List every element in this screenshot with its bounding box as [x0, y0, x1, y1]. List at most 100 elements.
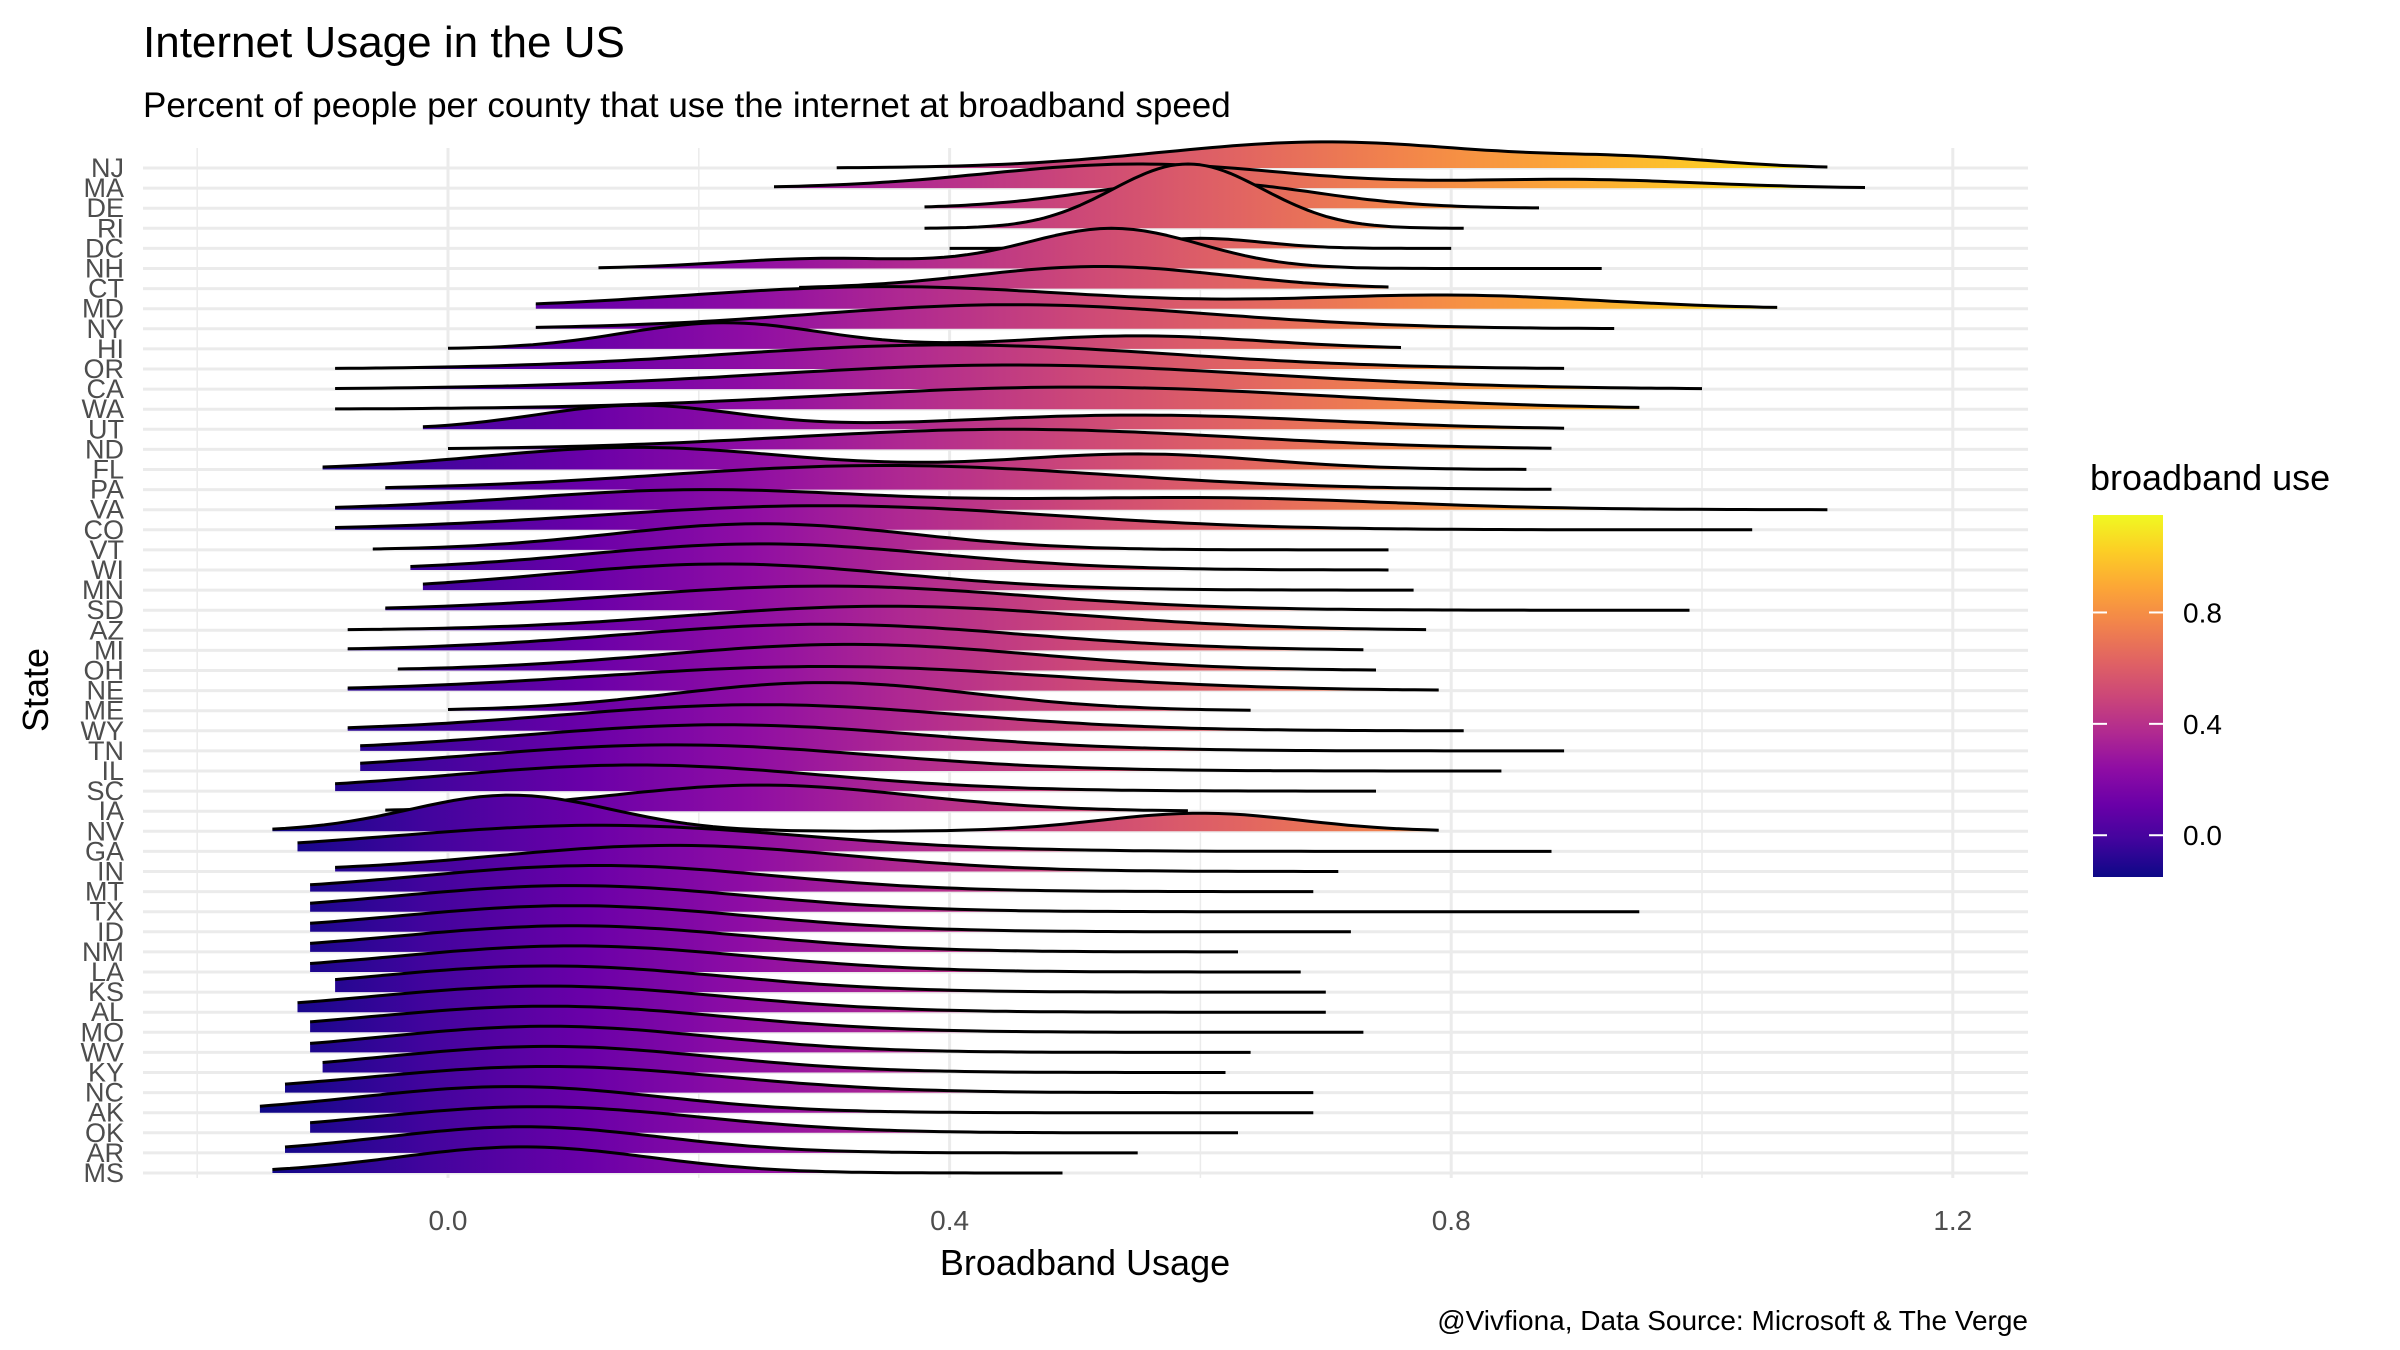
- y-tick-label-fl: FL: [92, 455, 124, 485]
- legend-tick-label: 0.8: [2183, 597, 2222, 628]
- y-tick-label-ne: NE: [86, 676, 124, 706]
- ridge-ms: [272, 1145, 1063, 1175]
- ridge-line-ak: [259, 1085, 1314, 1115]
- ridge-line-wa: [335, 385, 1640, 411]
- ridge-line-nc: [284, 1065, 1314, 1095]
- ridge-line-mn: [422, 562, 1414, 592]
- ridge-co: [335, 504, 1753, 532]
- y-tick-label-nv: NV: [86, 816, 124, 846]
- ridge-pa: [385, 464, 1552, 491]
- ridge-line-ga: [297, 823, 1552, 853]
- y-tick-label-ga: GA: [85, 836, 124, 866]
- y-tick-label-pa: PA: [90, 475, 124, 505]
- y-tick-label-al: AL: [91, 997, 124, 1027]
- ridge-hi: [447, 321, 1402, 350]
- ridge-line-oh: [397, 642, 1377, 672]
- ridge-nv: [272, 793, 1439, 833]
- y-tick-label-mi: MI: [94, 635, 124, 665]
- ridge-ga: [297, 823, 1552, 853]
- ridge-nd: [447, 427, 1552, 450]
- y-tick-label-mn: MN: [82, 575, 124, 605]
- ridge-line-il: [360, 743, 1502, 773]
- ridge-line-ct: [799, 265, 1389, 289]
- ridge-line-id: [309, 904, 1351, 934]
- y-tick-label-nj: NJ: [91, 153, 124, 183]
- ridge-md: [535, 285, 1778, 309]
- ridge-va: [335, 488, 1828, 512]
- ridge-fill-nj: [836, 141, 1828, 168]
- ridge-fill-mi: [347, 624, 1364, 651]
- y-tick-label-mo: MO: [81, 1017, 125, 1047]
- y-tick-label-tx: TX: [89, 897, 124, 927]
- ridge-fill-wi: [410, 543, 1389, 570]
- ridge-me: [447, 681, 1251, 712]
- ridge-wa: [335, 385, 1640, 411]
- x-tick-label: 1.2: [1933, 1205, 1972, 1236]
- y-tick-label-id: ID: [97, 917, 124, 947]
- ridge-or: [335, 343, 1565, 370]
- y-tick-label-or: OR: [84, 354, 125, 384]
- y-tick-label-nd: ND: [85, 434, 124, 464]
- y-tick-label-wa: WA: [82, 394, 125, 424]
- ridge-line-ms: [272, 1145, 1063, 1175]
- ridge-fill-az: [347, 606, 1427, 631]
- ridge-fill-nv: [272, 795, 1439, 832]
- x-axis-ticks: 0.0 0.4 0.8 1.2: [429, 1205, 1973, 1236]
- ridge-line-nh: [598, 226, 1602, 270]
- plot-area: 0.0 0.4 0.8 1.2 NJMADERIDCNHCTMDNYHIORCAWAU…: [81, 140, 2028, 1236]
- ridge-line-tn: [360, 723, 1565, 753]
- ridge-line-nv: [272, 793, 1439, 833]
- ridge-wi: [410, 542, 1389, 572]
- ridge-line-me: [447, 681, 1251, 712]
- ridge-line-al: [297, 984, 1326, 1014]
- ridge-vt: [372, 522, 1389, 552]
- legend-tick-label: 0.0: [2183, 820, 2222, 851]
- ridge-line-ma: [773, 162, 1866, 189]
- ridge-line-ca: [335, 363, 1703, 391]
- ridge-fill-vt: [372, 523, 1389, 550]
- ridge-fill-or: [335, 344, 1565, 369]
- x-tick-label: 0.4: [930, 1205, 969, 1236]
- y-tick-label-wy: WY: [81, 716, 125, 746]
- y-tick-label-hi: HI: [97, 334, 124, 364]
- y-tick-label-vt: VT: [89, 535, 124, 565]
- ridge-line-hi: [447, 321, 1402, 350]
- ridge-mn: [422, 562, 1414, 592]
- y-tick-label-ak: AK: [88, 1098, 124, 1128]
- ridge-wy: [347, 703, 1464, 733]
- ridge-line-va: [335, 488, 1828, 512]
- ridge-mi: [347, 622, 1364, 652]
- ridge-line-wy: [347, 703, 1464, 733]
- ridge-ma: [773, 162, 1866, 189]
- ridge-nj: [836, 140, 1828, 170]
- ridge-ca: [335, 363, 1703, 391]
- ridge-oh: [397, 642, 1377, 672]
- y-tick-label-wi: WI: [91, 555, 124, 585]
- ridge-line-mt: [310, 864, 1314, 894]
- ridge-fill-hi: [448, 322, 1401, 349]
- ridge-line-az: [347, 604, 1427, 632]
- ridge-fill-ga: [297, 825, 1552, 852]
- y-tick-label-tn: TN: [88, 736, 124, 766]
- ridge-fl: [322, 445, 1527, 471]
- y-axis-ticks: NJMADERIDCNHCTMDNYHIORCAWAUTNDFLPAVACOVT…: [81, 153, 125, 1188]
- chart-caption: @Vivfiona, Data Source: Microsoft & The …: [1437, 1305, 2028, 1336]
- chart-title: Internet Usage in the US: [143, 18, 625, 67]
- x-axis-title: Broadband Usage: [940, 1242, 1230, 1283]
- ridge-line-nd: [447, 427, 1552, 450]
- ridge-fill-ne: [347, 666, 1439, 691]
- ridge-line-in: [335, 843, 1339, 873]
- y-tick-label-md: MD: [82, 294, 124, 324]
- ridge-line-ny: [535, 303, 1615, 330]
- y-tick-label-ar: AR: [86, 1138, 124, 1168]
- y-tick-label-va: VA: [90, 495, 124, 525]
- legend-colorbar: [2093, 515, 2163, 877]
- legend: broadband use 0.0 0.4 0.8: [2090, 457, 2330, 877]
- ridge-line-ri: [924, 162, 1464, 230]
- y-tick-label-ri: RI: [97, 213, 124, 243]
- x-tick-label: 0.0: [429, 1205, 468, 1236]
- density-ridges: [259, 140, 1866, 1175]
- y-tick-label-dc: DC: [85, 233, 124, 263]
- ridge-nh: [598, 226, 1602, 270]
